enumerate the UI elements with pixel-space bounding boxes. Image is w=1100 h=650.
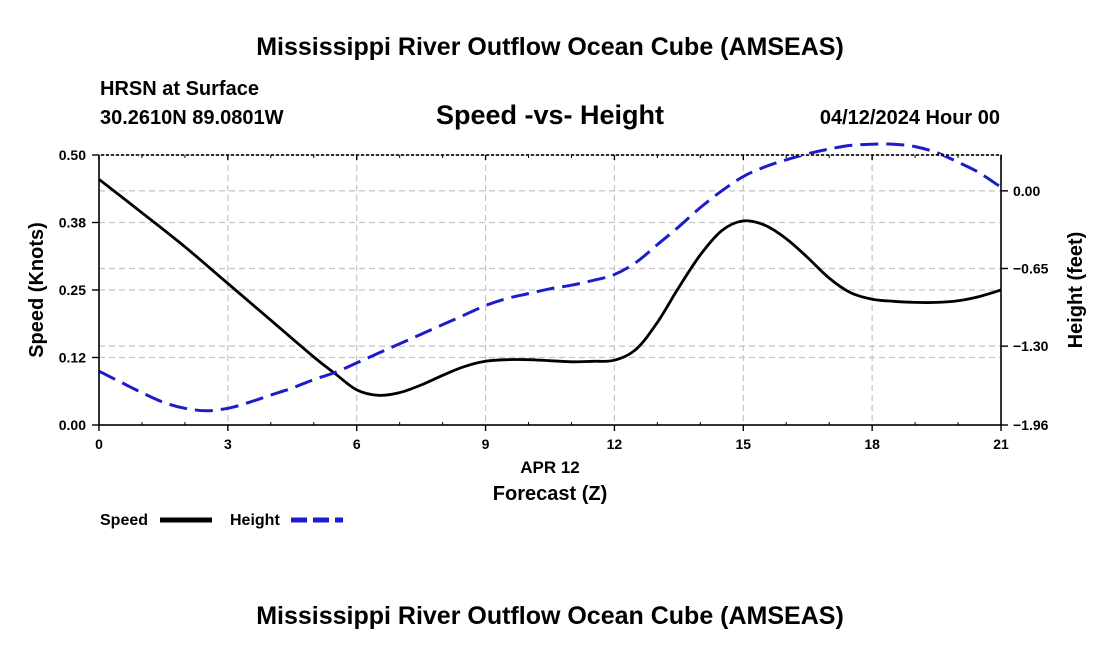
x-tick-label: 15: [735, 436, 751, 452]
x-tick-label: 12: [607, 436, 623, 452]
y2-tick-label: −1.96: [1013, 417, 1049, 433]
x-axis-label: Forecast (Z): [493, 483, 607, 505]
y2-axis-label: Height (feet): [1065, 232, 1087, 349]
x-tick-label: 6: [353, 436, 361, 452]
location-label: 30.2610N 89.0801W: [100, 107, 284, 129]
legend-speed-label: Speed: [100, 512, 148, 529]
y2-tick-label: −0.65: [1013, 260, 1049, 276]
grid-lines: [99, 155, 1001, 425]
chart-subtitle: Speed -vs- Height: [436, 100, 664, 130]
series-height-line: [98, 142, 1002, 413]
legend: Speed Height: [100, 512, 343, 529]
series-speed-line: [98, 178, 1002, 397]
series-lines: [98, 142, 1002, 413]
x-tick-label: 21: [993, 436, 1009, 452]
y-tick-label: 0.12: [59, 350, 86, 366]
legend-height-label: Height: [230, 512, 280, 529]
chart-title: Mississippi River Outflow Ocean Cube (AM…: [256, 33, 844, 61]
axis-ticks: 0 3 6 9 12 15 18 21 0.00 0.12 0.25 0.38 0.50 −1.96 −1.…: [59, 147, 1049, 452]
x-axis-date: APR 12: [520, 458, 580, 477]
x-tick-label: 0: [95, 436, 103, 452]
y2-tick-label: −1.30: [1013, 338, 1049, 354]
y-tick-label: 0.50: [59, 147, 86, 163]
y-axis-label: Speed (Knots): [26, 222, 48, 358]
y-tick-label: 0.25: [59, 282, 86, 298]
station-label: HRSN at Surface: [100, 78, 259, 100]
x-tick-label: 9: [482, 436, 490, 452]
y2-tick-label: 0.00: [1013, 183, 1040, 199]
date-label: 04/12/2024 Hour 00: [820, 107, 1000, 129]
footer-title: Mississippi River Outflow Ocean Cube (AM…: [256, 602, 844, 630]
x-tick-label: 18: [864, 436, 880, 452]
y-tick-label: 0.38: [59, 215, 86, 231]
y-tick-label: 0.00: [59, 417, 86, 433]
x-tick-label: 3: [224, 436, 232, 452]
